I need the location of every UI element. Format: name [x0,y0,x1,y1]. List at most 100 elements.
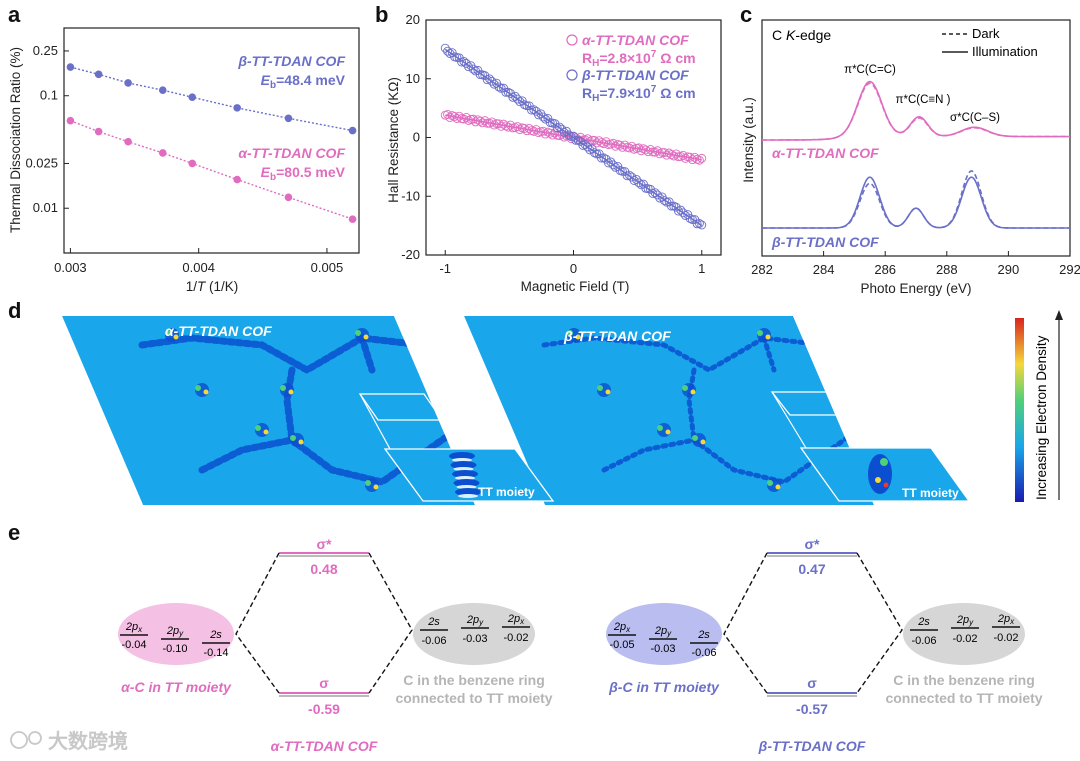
panel-d-inset-stripe-light [453,467,474,471]
panel-c-edge-label: C K-edge [772,27,831,43]
panel-a-ytick-label: 0.025 [25,155,58,170]
panel-b-point [443,110,453,119]
panel-c-peak-label-1: π*C(C=C) [844,64,896,76]
panel-d-density-green [757,330,763,336]
panel-b-fit-line [444,48,703,227]
panel-b-beta-rh: RH=7.9×107 Ω cm [582,84,696,104]
panel-d-beta-map [464,316,874,505]
panel-b-point [659,196,669,206]
panel-b-alpha-rh: RH=2.8×107 Ω cm [582,49,696,69]
panel-d-beta-title: β-TT-TDAN COF [563,328,671,344]
panel-d-inset-stripe [449,452,475,460]
panel-d-inset-green [880,458,888,466]
panel-d-density-chain [761,335,777,373]
panel-b-point [606,157,616,167]
panel-a-xtick-label: 0.003 [54,260,87,275]
panel-b-point [685,213,695,223]
panel-b-point [583,142,592,152]
panel-b-point [538,112,548,122]
panel-e-sigma-star-label: σ* [804,536,820,552]
panel-c-xtick-label: 290 [998,262,1020,277]
panel-b-point [529,105,539,115]
panel-a-xtick-label: 0.005 [311,260,344,275]
panel-e-title: β-TT-TDAN COF [758,738,866,754]
panel-d-inset-stripe-light [456,485,477,489]
panel-a-point [284,114,293,123]
panel-c-spectrum-illum [762,176,1070,229]
watermark-logo-icon-2 [28,731,42,745]
panel-b-point [501,87,511,97]
panel-b-ytick-label: -10 [401,188,420,203]
panel-d-density-warm [263,429,269,435]
panel-a-xtick-label: 0.004 [182,260,215,275]
panel-c-spectrum-illum [761,80,1070,141]
panel-d-density-warm [690,389,696,395]
panel-e-sigma-value: -0.57 [796,701,828,717]
panel-b-point [513,94,522,104]
panel-b-point [557,124,567,134]
panel-b-point [650,188,660,198]
panel-b-point [676,205,686,215]
panel-e-left-caption: β-C in TT moiety [608,679,720,695]
panel-c-xtick-label: 292 [1059,262,1080,277]
panel-e-orbital-name: 2px [125,621,143,634]
panel-b-point [503,87,513,97]
panel-e-orbital-name: 2px [613,621,631,634]
panel-e-orbital-name: 2s [209,629,222,641]
panel-d-density-green [597,385,603,391]
panel-e-left-ellipse [118,603,234,665]
panel-d-density-green [165,330,171,336]
panel-d-inset-stripe [453,479,480,487]
panel-d-density-green [255,425,261,431]
panel-e-orbital-name: 2px [997,613,1015,626]
panel-e-sigma-value: -0.59 [308,701,340,717]
panel-a-point [94,70,103,79]
panel-b-ytick-label: 20 [406,12,420,27]
panel-d-inset-stripe-light [458,494,478,498]
panel-b-point [494,82,504,92]
panel-a-point [124,137,132,146]
panel-c-legend-dark: Dark [972,26,1000,41]
panel-d-colorbar-arrowhead [1055,310,1063,320]
panel-a-ytick-label: 0.01 [33,200,58,215]
panel-d-density-warm [173,334,179,340]
panel-e-sigma-star-value: 0.47 [798,561,825,577]
panel-d-density-warm [775,484,781,490]
panel-e-right-ellipse [413,603,535,665]
panel-e-orbital-value: -0.02 [952,633,977,645]
panel-b-point [485,74,494,84]
panel-d-inset-stripe [450,461,477,469]
panel-e-orbital-value: -0.10 [162,643,187,655]
panel-c-letter: c [740,2,752,27]
panel-a-frame [63,27,360,254]
panel-d-density-chain [601,417,874,485]
panel-e-orbital-name: 2s [427,616,440,628]
panel-b-point [534,110,543,120]
panel-a-point [348,126,357,135]
panel-a-ylabel: Thermal Dissociation Ratio (%) [8,47,23,233]
panel-d-density-green [355,330,361,336]
panel-a-ytick-label: 0.25 [33,43,58,58]
panel-e-right-connector [856,552,903,694]
panel-b-point [536,109,546,119]
panel-d-density-green [195,385,201,391]
panel-b-alpha-legend: α-TT-TDAN COF [582,32,689,48]
panel-c-peak-label-3: σ*C(C–S) [950,112,1000,124]
panel-d-density-chain [198,416,475,486]
watermark-logo-icon [10,731,28,749]
panel-d-beta-inset-blob [868,454,892,494]
panel-d-density-chain [458,376,475,434]
panel-d-density-green [280,385,286,391]
panel-d-colorbar [1015,318,1024,502]
panel-b-ytick-label: 0 [413,130,420,145]
panel-e-right-caption-2: connected to TT moiety [885,690,1042,706]
panel-b-point [639,179,648,189]
panel-d-density-warm [363,334,369,340]
panel-e-orbital-value: -0.14 [203,647,228,659]
panel-e-orbital-value: -0.06 [421,635,446,647]
panel-a-alpha-label: α-TT-TDAN COF [238,145,345,161]
panel-b-point [634,178,644,188]
panel-b-beta-legend: β-TT-TDAN COF [581,67,689,83]
panel-e-sigma-label: σ [319,675,329,691]
panel-d-beta-inset: TT moiety [770,391,971,502]
